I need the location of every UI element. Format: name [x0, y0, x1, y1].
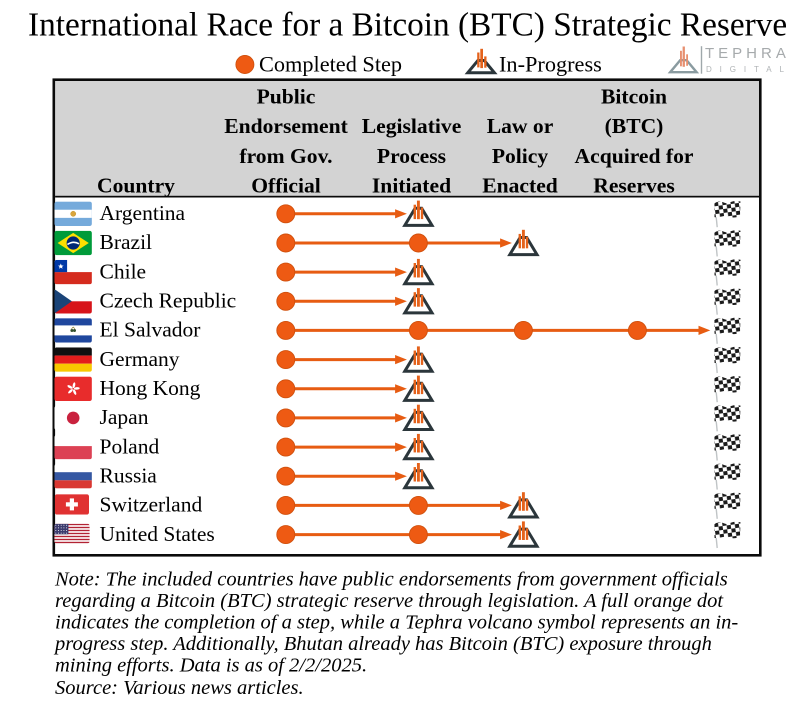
- svg-text:mining efforts. Data is as of: mining efforts. Data is as of 2/2/2025.: [55, 655, 367, 677]
- svg-text:Endorsement: Endorsement: [224, 114, 348, 138]
- svg-text:Germany: Germany: [100, 347, 180, 371]
- svg-text:Completed Step: Completed Step: [259, 52, 402, 77]
- svg-text:from Gov.: from Gov.: [239, 144, 332, 168]
- svg-text:Legislative: Legislative: [362, 114, 462, 138]
- svg-text:Acquired for: Acquired for: [575, 144, 694, 168]
- svg-text:Japan: Japan: [100, 405, 149, 429]
- svg-text:Reserves: Reserves: [593, 174, 675, 198]
- svg-text:Public: Public: [257, 85, 316, 109]
- svg-text:In-Progress: In-Progress: [499, 52, 602, 77]
- svg-text:(BTC): (BTC): [605, 114, 664, 138]
- svg-text:DIGITAL: DIGITAL: [706, 65, 792, 74]
- svg-text:United States: United States: [100, 522, 215, 546]
- svg-text:Bitcoin: Bitcoin: [601, 85, 667, 109]
- svg-text:Czech Republic: Czech Republic: [100, 289, 237, 313]
- svg-text:Poland: Poland: [100, 434, 160, 458]
- svg-text:Policy: Policy: [492, 144, 549, 168]
- svg-text:Brazil: Brazil: [100, 230, 153, 254]
- svg-text:Hong Kong: Hong Kong: [100, 376, 201, 400]
- svg-text:Law or: Law or: [487, 114, 554, 138]
- svg-text:TEPHRA: TEPHRA: [705, 45, 790, 62]
- svg-text:Official: Official: [251, 174, 321, 198]
- svg-text:Note: The included countries h: Note: The included countries have public…: [54, 568, 728, 590]
- svg-text:regarding a Bitcoin (BTC) stra: regarding a Bitcoin (BTC) strategic rese…: [55, 590, 724, 612]
- svg-text:El Salvador: El Salvador: [100, 318, 201, 342]
- svg-text:Country: Country: [97, 174, 175, 198]
- svg-text:Argentina: Argentina: [100, 201, 186, 225]
- svg-text:Switzerland: Switzerland: [100, 493, 203, 517]
- svg-text:Enacted: Enacted: [482, 174, 558, 198]
- svg-text:Source: Various news articles.: Source: Various news articles.: [55, 677, 304, 699]
- svg-text:Russia: Russia: [100, 463, 158, 487]
- svg-text:progress step. Additionally, B: progress step. Additionally, Bhutan alre…: [53, 633, 712, 655]
- svg-text:Process: Process: [377, 144, 446, 168]
- svg-text:indicates the completion of a: indicates the completion of a step, whil…: [55, 612, 738, 634]
- svg-text:International Race for a Bitco: International Race for a Bitcoin (BTC) S…: [28, 6, 787, 43]
- svg-text:Initiated: Initiated: [372, 174, 451, 198]
- svg-text:Chile: Chile: [100, 259, 147, 283]
